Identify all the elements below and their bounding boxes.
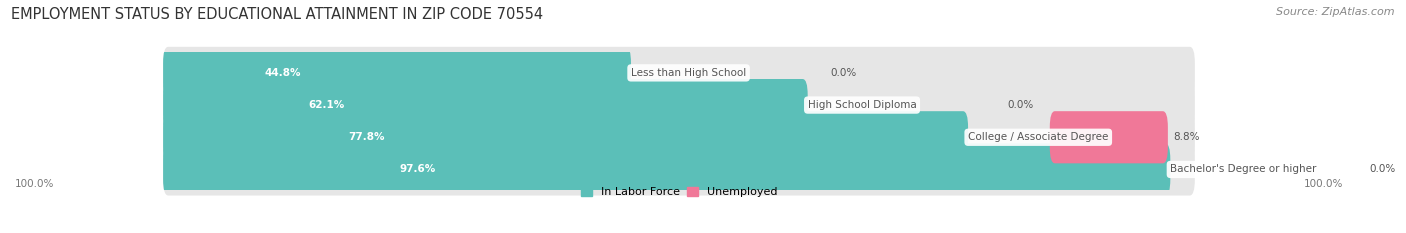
FancyBboxPatch shape — [163, 47, 1195, 99]
FancyBboxPatch shape — [163, 111, 1195, 163]
Text: 62.1%: 62.1% — [309, 100, 344, 110]
Text: 77.8%: 77.8% — [349, 132, 385, 142]
Text: 0.0%: 0.0% — [830, 68, 856, 78]
Text: 44.8%: 44.8% — [264, 68, 301, 78]
Text: 8.8%: 8.8% — [1173, 132, 1199, 142]
Text: 0.0%: 0.0% — [1369, 164, 1396, 175]
FancyBboxPatch shape — [163, 79, 807, 131]
FancyBboxPatch shape — [163, 47, 631, 99]
FancyBboxPatch shape — [163, 111, 969, 163]
Text: 100.0%: 100.0% — [1303, 179, 1343, 189]
Text: 97.6%: 97.6% — [399, 164, 436, 175]
Text: Source: ZipAtlas.com: Source: ZipAtlas.com — [1277, 7, 1395, 17]
Text: High School Diploma: High School Diploma — [807, 100, 917, 110]
Text: 100.0%: 100.0% — [15, 179, 55, 189]
Text: College / Associate Degree: College / Associate Degree — [969, 132, 1108, 142]
FancyBboxPatch shape — [163, 79, 1195, 131]
FancyBboxPatch shape — [163, 143, 1170, 195]
Legend: In Labor Force, Unemployed: In Labor Force, Unemployed — [576, 182, 782, 202]
FancyBboxPatch shape — [1050, 111, 1168, 163]
Text: EMPLOYMENT STATUS BY EDUCATIONAL ATTAINMENT IN ZIP CODE 70554: EMPLOYMENT STATUS BY EDUCATIONAL ATTAINM… — [11, 7, 543, 22]
Text: Bachelor's Degree or higher: Bachelor's Degree or higher — [1170, 164, 1316, 175]
Text: 0.0%: 0.0% — [1007, 100, 1033, 110]
FancyBboxPatch shape — [163, 143, 1195, 195]
Text: Less than High School: Less than High School — [631, 68, 747, 78]
